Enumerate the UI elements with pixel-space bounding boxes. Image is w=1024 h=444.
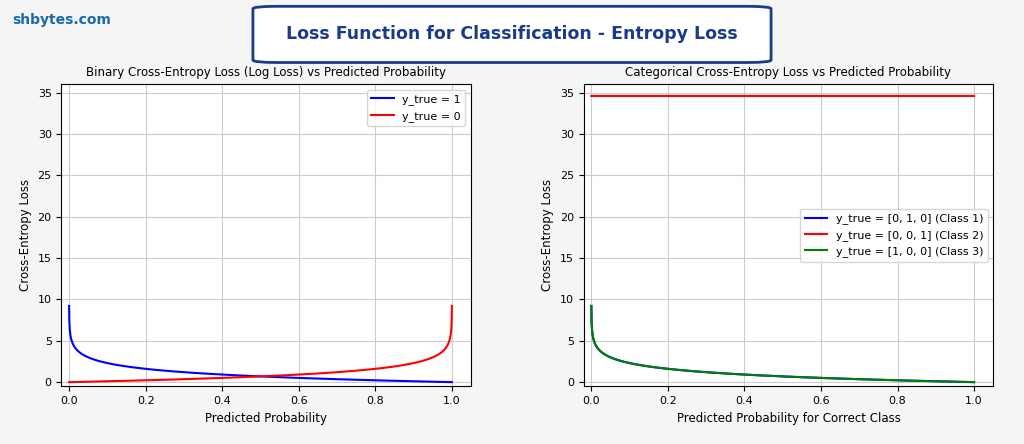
y_true = 1	[239, 373, 251, 378]
y_true = 0	[239, 374, 251, 380]
y_true = [1, 0, 0] (Class 3)	[956, 379, 969, 385]
y_true = 1	[249, 373, 261, 379]
y_true = [0, 0, 1] (Class 2)	[586, 93, 598, 99]
Legend: y_true = 1, y_true = 0: y_true = 1, y_true = 0	[367, 90, 466, 126]
y_true = [0, 0, 1] (Class 2)	[956, 93, 969, 99]
y_true = [0, 1, 0] (Class 1)	[605, 355, 617, 360]
Line: y_true = 1: y_true = 1	[70, 306, 452, 382]
y_true = 0	[434, 350, 446, 356]
y_true = 1	[83, 355, 95, 360]
y_true = [0, 0, 1] (Class 2)	[956, 93, 969, 99]
y_true = 0	[445, 303, 458, 309]
y_true = 0	[365, 367, 377, 372]
y_true = [0, 1, 0] (Class 1)	[968, 380, 980, 385]
Line: y_true = [1, 0, 0] (Class 3): y_true = [1, 0, 0] (Class 3)	[592, 306, 974, 382]
Y-axis label: Cross-Entropy Loss: Cross-Entropy Loss	[19, 179, 32, 291]
Legend: y_true = [0, 1, 0] (Class 1), y_true = [0, 0, 1] (Class 2), y_true = [1, 0, 0] (: y_true = [0, 1, 0] (Class 1), y_true = […	[800, 209, 988, 262]
y_true = 0	[83, 379, 95, 385]
Line: y_true = 0: y_true = 0	[70, 306, 452, 382]
y_true = [0, 0, 1] (Class 2)	[887, 93, 899, 99]
y_true = 1	[365, 377, 377, 383]
y_true = [1, 0, 0] (Class 3)	[956, 379, 969, 385]
y_true = [1, 0, 0] (Class 3)	[887, 377, 899, 383]
y_true = [1, 0, 0] (Class 3)	[968, 380, 980, 385]
FancyBboxPatch shape	[253, 6, 771, 63]
y_true = [0, 1, 0] (Class 1)	[586, 303, 598, 309]
y_true = [0, 0, 1] (Class 2)	[761, 93, 773, 99]
Line: y_true = [0, 1, 0] (Class 1): y_true = [0, 1, 0] (Class 1)	[592, 306, 974, 382]
y_true = [0, 1, 0] (Class 1)	[956, 379, 969, 385]
y_true = [1, 0, 0] (Class 3)	[771, 373, 783, 379]
y_true = [0, 0, 1] (Class 2)	[771, 93, 783, 99]
y_true = [0, 1, 0] (Class 1)	[956, 379, 969, 385]
Text: shbytes.com: shbytes.com	[12, 13, 112, 28]
X-axis label: Predicted Probability: Predicted Probability	[205, 412, 328, 424]
y_true = [0, 0, 1] (Class 2)	[968, 93, 980, 99]
Title: Categorical Cross-Entropy Loss vs Predicted Probability: Categorical Cross-Entropy Loss vs Predic…	[626, 66, 951, 79]
Y-axis label: Cross-Entropy Loss: Cross-Entropy Loss	[542, 179, 554, 291]
y_true = 0	[434, 350, 446, 356]
y_true = 1	[63, 303, 76, 309]
y_true = 0	[249, 374, 261, 379]
y_true = 1	[445, 380, 458, 385]
y_true = [1, 0, 0] (Class 3)	[761, 373, 773, 378]
Title: Binary Cross-Entropy Loss (Log Loss) vs Predicted Probability: Binary Cross-Entropy Loss (Log Loss) vs …	[86, 66, 446, 79]
y_true = 1	[434, 379, 446, 385]
y_true = 0	[63, 380, 76, 385]
y_true = [0, 0, 1] (Class 2)	[605, 93, 617, 99]
y_true = [1, 0, 0] (Class 3)	[586, 303, 598, 309]
y_true = [0, 1, 0] (Class 1)	[771, 373, 783, 379]
X-axis label: Predicted Probability for Correct Class: Predicted Probability for Correct Class	[677, 412, 900, 424]
y_true = [0, 1, 0] (Class 1)	[887, 377, 899, 383]
y_true = 1	[434, 379, 446, 385]
y_true = [1, 0, 0] (Class 3)	[605, 355, 617, 360]
Text: Loss Function for Classification - Entropy Loss: Loss Function for Classification - Entro…	[286, 25, 738, 44]
y_true = [0, 1, 0] (Class 1)	[761, 373, 773, 378]
